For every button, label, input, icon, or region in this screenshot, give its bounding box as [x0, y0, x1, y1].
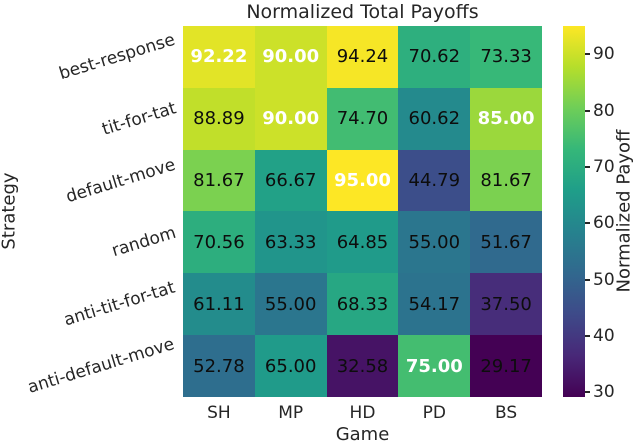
heatmap-cell: 65.00	[254, 335, 327, 397]
cell-value: 65.00	[264, 355, 317, 377]
x-tick-label: SH	[207, 403, 231, 423]
heatmap-cell: 81.67	[470, 149, 542, 212]
heatmap-cell: 52.78	[183, 335, 255, 397]
heatmap-cell: 61.11	[183, 273, 255, 336]
cell-value: 60.62	[408, 108, 461, 130]
y-tick-label: anti-default-move	[25, 334, 177, 398]
cell-value: 94.24	[336, 46, 389, 68]
heatmap-cell: 64.85	[326, 211, 399, 274]
y-tick-label: best-response	[56, 29, 178, 85]
cell-value: 88.89	[193, 108, 245, 130]
heatmap-cell: 70.56	[183, 211, 255, 274]
colorbar-tick-label: 80	[593, 100, 615, 121]
heatmap-cell: 63.33	[254, 211, 327, 274]
heatmap-cell: 66.67	[254, 149, 327, 212]
colorbar-tick-mark	[585, 165, 590, 168]
colorbar-tick-label: 90	[593, 44, 615, 65]
cell-value: 61.11	[193, 293, 245, 315]
y-tick-label: anti-tit-for-tat	[61, 277, 178, 331]
heatmap-cell: 94.24	[326, 26, 399, 88]
heatmap-cell: 95.00	[326, 149, 399, 212]
x-tick-label: PD	[422, 403, 446, 423]
colorbar-tick-mark	[585, 334, 590, 337]
colorbar-tick-mark	[585, 53, 590, 56]
cell-value: 70.56	[193, 231, 245, 253]
heatmap-cell: 32.58	[326, 335, 399, 397]
y-axis-label: Strategy	[0, 172, 20, 250]
cell-value: 52.78	[193, 355, 245, 377]
cell-value: 92.22	[190, 46, 248, 68]
colorbar-tick-label: 60	[593, 213, 615, 234]
cell-value: 63.33	[264, 231, 317, 253]
heatmap-cell: 44.79	[398, 149, 471, 212]
cell-value: 74.70	[336, 108, 389, 130]
heatmap-cell: 70.62	[398, 26, 471, 88]
x-axis-label: Game	[335, 424, 390, 445]
cell-value: 29.17	[480, 355, 532, 377]
heatmap-cell: 90.00	[254, 26, 327, 88]
heatmap-cell: 37.50	[470, 273, 542, 336]
heatmap-cell: 85.00	[470, 87, 542, 150]
cell-value: 64.85	[336, 231, 389, 253]
colorbar-tick-mark	[585, 109, 590, 112]
heatmap-cell: 75.00	[398, 335, 471, 397]
heatmap-cell: 81.67	[183, 149, 255, 212]
cell-value: 73.33	[480, 46, 532, 68]
cell-value: 66.67	[264, 170, 317, 192]
cell-value: 44.79	[408, 170, 461, 192]
y-tick-label: default-move	[63, 154, 178, 207]
cell-value: 90.00	[262, 46, 320, 68]
heatmap-cell: 60.62	[398, 87, 471, 150]
heatmap-cell: 54.17	[398, 273, 471, 336]
cell-value: 32.58	[336, 355, 389, 377]
chart-title: Normalized Total Payoffs	[246, 1, 479, 23]
colorbar-tick-label: 50	[593, 269, 615, 290]
heatmap-cell: 73.33	[470, 26, 542, 88]
heatmap-cell: 29.17	[470, 335, 542, 397]
colorbar-label: Normalized Payoff	[613, 129, 635, 293]
cell-value: 70.62	[408, 46, 461, 68]
heatmap-cell: 51.67	[470, 211, 542, 274]
heatmap-cell: 92.22	[183, 26, 255, 88]
cell-value: 55.00	[408, 231, 461, 253]
cell-value: 85.00	[477, 108, 535, 130]
cell-value: 68.33	[336, 293, 389, 315]
colorbar-tick-mark	[585, 391, 590, 394]
x-tick-label: BS	[495, 403, 518, 423]
cell-value: 54.17	[408, 293, 461, 315]
x-tick-label: HD	[349, 403, 376, 423]
y-tick-label: tit-for-tat	[99, 98, 179, 140]
cell-value: 90.00	[262, 108, 320, 130]
cell-value: 95.00	[334, 170, 391, 192]
colorbar-tick-mark	[585, 278, 590, 281]
colorbar-tick-label: 70	[593, 156, 615, 177]
cell-value: 55.00	[264, 293, 317, 315]
heatmap-cell: 88.89	[183, 87, 255, 150]
cell-value: 37.50	[480, 293, 532, 315]
heatmap-cell: 68.33	[326, 273, 399, 336]
cell-value: 81.67	[193, 170, 245, 192]
heatmap-cell: 55.00	[398, 211, 471, 274]
colorbar-tick-label: 40	[593, 325, 615, 346]
heatmap-cell: 74.70	[326, 87, 399, 150]
heatmap-grid: 92.22 90.00 94.24 70.62 73.33 88.89 90.00 74.70…	[183, 26, 542, 397]
x-tick-label: MP	[278, 403, 304, 423]
cell-value: 51.67	[480, 231, 532, 253]
heatmap-cell: 55.00	[254, 273, 327, 336]
colorbar-tick-label: 30	[593, 382, 615, 403]
heatmap-cell: 90.00	[254, 87, 327, 150]
colorbar	[563, 26, 585, 397]
y-tick-label: random	[109, 223, 179, 262]
cell-value: 81.67	[480, 170, 532, 192]
colorbar-tick-mark	[585, 222, 590, 225]
cell-value: 75.00	[405, 355, 463, 377]
